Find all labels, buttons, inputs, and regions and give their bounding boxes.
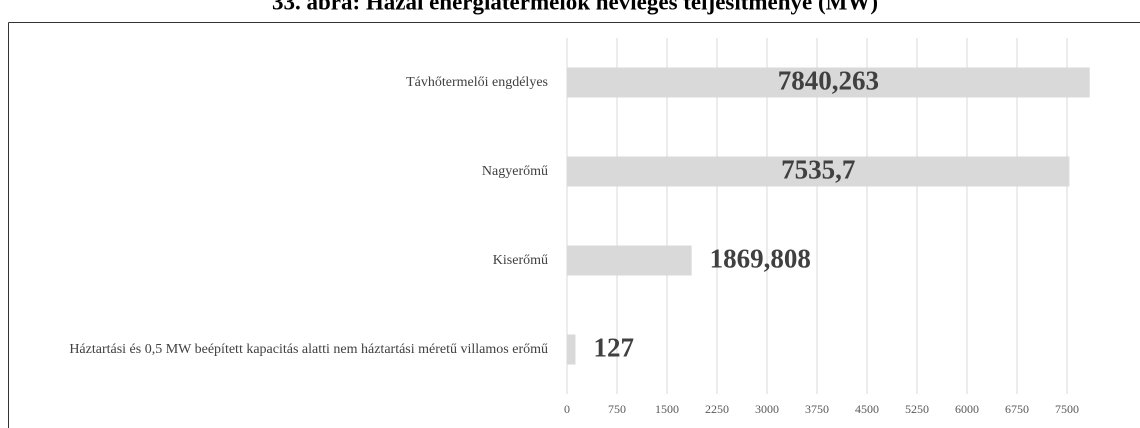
- y-tick-label: Távhőtermelői engdélyes: [406, 75, 548, 90]
- bar: [567, 67, 1090, 98]
- y-tick-label-box: Háztartási és 0,5 MW beépített kapacitás…: [69, 330, 548, 370]
- x-tick-label: 750: [608, 402, 626, 416]
- y-tick-label-box: Kiserőmű: [493, 241, 548, 281]
- y-tick-label: Kiserőmű: [492, 253, 548, 268]
- y-tick-label: Nagyerőmű: [481, 164, 548, 179]
- y-tick-label-box: Távhőtermelői engdélyes: [406, 63, 548, 103]
- x-tick-label: 6750: [1005, 402, 1029, 416]
- data-label: 1869,808: [710, 244, 811, 274]
- bar: [567, 156, 1070, 187]
- chart-title: 33. ábra: Hazai energiatermelők névleges…: [272, 0, 878, 14]
- x-tick-label: 5250: [905, 402, 929, 416]
- data-label: 7535,7: [781, 155, 855, 185]
- x-tick-label: 3000: [755, 402, 779, 416]
- x-tick-label: 4500: [855, 402, 879, 416]
- x-tick-label: 0: [564, 402, 570, 416]
- x-tick-label: 1500: [655, 402, 679, 416]
- data-label: 127: [593, 333, 634, 363]
- x-tick-label: 7500: [1055, 402, 1079, 416]
- x-tick-label: 6000: [955, 402, 979, 416]
- x-tick-label: 2250: [705, 402, 729, 416]
- y-tick-label: Háztartási és 0,5 MW beépített kapacitás…: [69, 342, 548, 357]
- bar: [567, 245, 692, 276]
- bar: [567, 334, 576, 365]
- y-tick-label-box: Nagyerőmű: [482, 152, 548, 192]
- x-tick-label: 3750: [805, 402, 829, 416]
- data-label: 7840,263: [778, 66, 879, 96]
